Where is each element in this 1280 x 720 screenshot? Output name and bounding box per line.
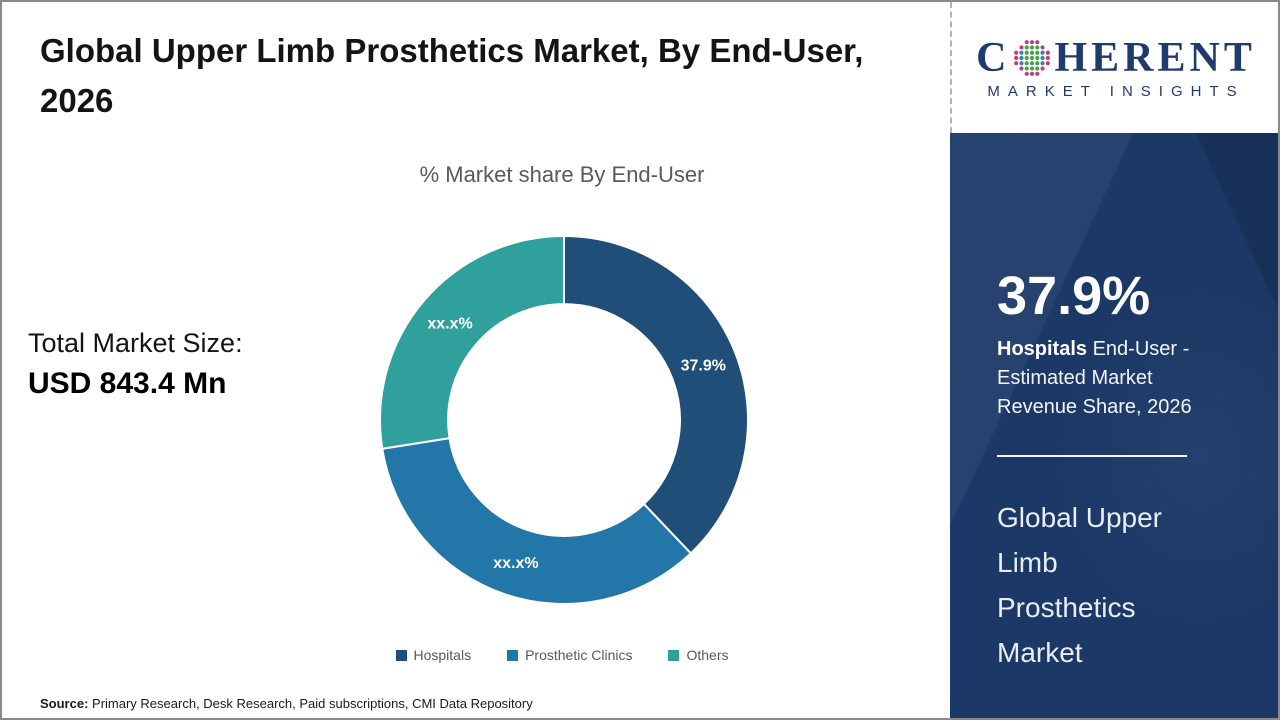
legend-swatch-icon [507,649,519,661]
legend-label: Hospitals [413,647,472,663]
sidebar-market-name: Global Upper Limb Prosthetics Market [997,502,1162,668]
legend-label: Prosthetic Clinics [525,647,633,663]
highlight-sidebar: 37.9% Hospitals End-User - Estimated Mar… [950,133,1278,718]
globe-dot [1046,60,1051,65]
legend-swatch-icon [395,649,407,661]
globe-dot [1046,50,1051,55]
slice-label-prosthetic-clinics: xx.x% [493,555,538,572]
brand-logo: C HERENT MARKET INSIGHTS [950,2,1278,133]
globe-dot [1030,55,1035,60]
logo-wordmark: C HERENT [976,36,1256,80]
chart-legend: Hospitals Prosthetic Clinics Others [202,647,922,663]
globe-dot [1030,39,1035,44]
logo-tagline: MARKET INSIGHTS [987,82,1245,100]
globe-dot [1040,50,1046,55]
globe-dot [1035,60,1040,65]
globe-dot [1019,55,1025,60]
chart-title: % Market share By End-User [419,162,705,187]
slice-label-hospitals: 37.9% [681,357,726,374]
source-note: Source: Primary Research, Desk Research,… [40,696,533,711]
legend-item-hospitals: Hospitals [395,647,472,663]
slice-label-others: xx.x% [427,316,472,333]
globe-dot [1030,71,1035,76]
globe-dot [1030,60,1035,65]
donut-slice-prosthetic-clinics [381,437,692,605]
source-text: Primary Research, Desk Research, Paid su… [88,696,533,711]
globe-dot [1025,60,1030,65]
globe-dot [1019,50,1025,55]
globe-dot [1035,44,1040,50]
total-market-size: Total Market Size: USD 843.4 Mn [28,328,243,401]
globe-dot [1040,55,1046,60]
globe-dot [1030,65,1035,71]
legend-swatch-icon [668,649,680,661]
globe-dot [1035,65,1040,71]
globe-dot [1040,60,1046,65]
page-title: Global Upper Limb Prosthetics Market, By… [40,32,864,119]
total-market-size-label: Total Market Size: [28,328,243,358]
globe-dot [1030,44,1035,50]
globe-dot [1035,71,1040,76]
globe-dot [1035,50,1040,55]
globe-dot [1030,50,1035,55]
legend-item-others: Others [668,647,728,663]
globe-dot [1025,39,1030,44]
globe-dot [1040,44,1046,50]
globe-dot [1046,55,1051,60]
globe-dot [1035,55,1040,60]
globe-dot [1014,50,1019,55]
donut-chart: 37.9% xx.x% xx.x% [379,235,749,605]
globe-dot [1025,55,1030,60]
globe-dot [1025,71,1030,76]
total-market-size-value: USD 843.4 Mn [28,367,227,400]
globe-dot [1014,60,1019,65]
globe-dot [1035,39,1040,44]
globe-dot [1025,50,1030,55]
sidebar-stat-highlight: Hospitals [997,338,1088,360]
logo-letters-herent: HERENT [1054,34,1256,81]
globe-dot [1014,55,1019,60]
globe-dot [1019,65,1025,71]
sidebar-stat-rest: End-User - Estimated Market Revenue Shar… [997,338,1192,418]
donut-slice-others [379,235,565,450]
globe-dot [1025,65,1030,71]
source-label: Source: [40,696,89,711]
globe-icon [1014,39,1051,76]
legend-item-prosthetic-clinics: Prosthetic Clinics [507,647,632,663]
sidebar-divider [997,455,1187,457]
globe-dot [1019,60,1025,65]
globe-dot [1025,44,1030,50]
logo-letter-c: C [976,34,1011,81]
sidebar-stat-description: Hospitals End-User - Estimated Market Re… [997,335,1215,422]
donut-slice-hospitals [563,235,749,555]
sidebar-stat-value: 37.9% [997,266,1151,326]
globe-dot [1019,44,1025,50]
legend-label: Others [686,647,729,663]
globe-dot [1040,65,1046,71]
